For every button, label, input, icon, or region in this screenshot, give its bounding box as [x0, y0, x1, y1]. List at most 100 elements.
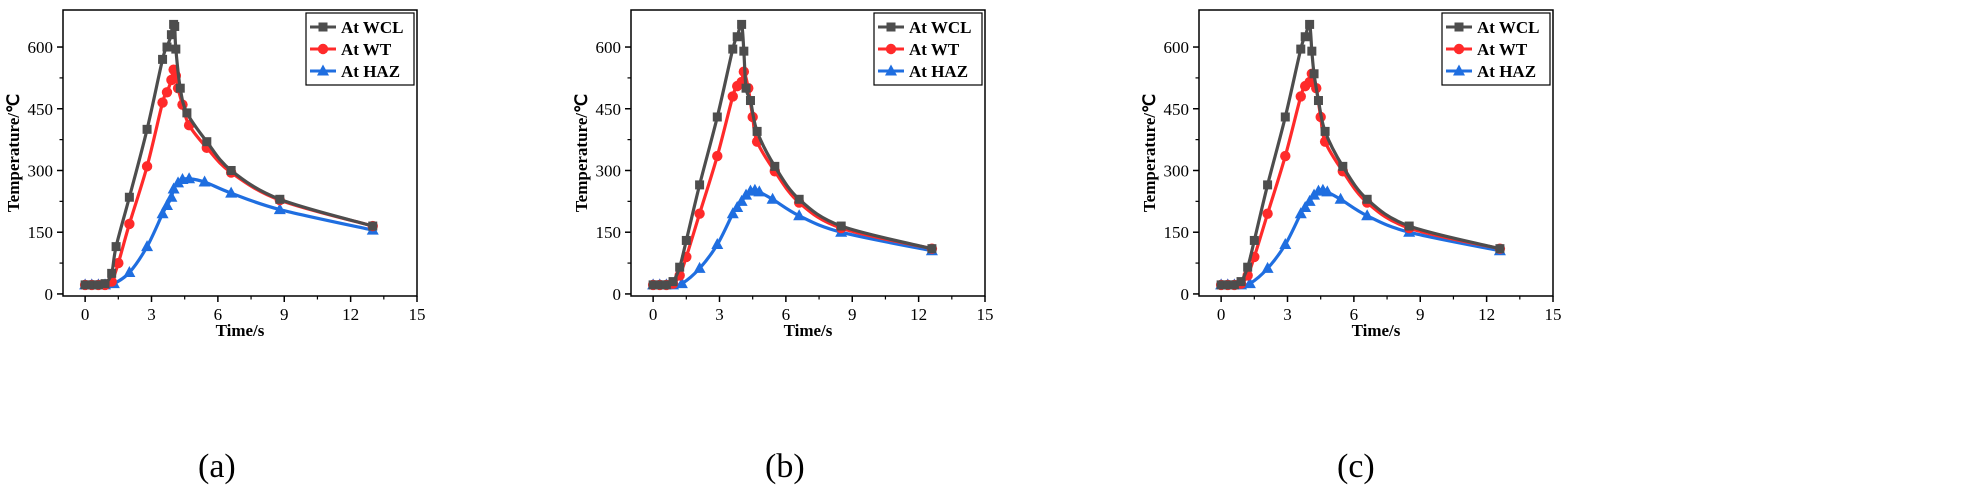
data-point-at-wcl	[1223, 280, 1233, 290]
data-point-at-wt	[1262, 208, 1273, 219]
x-tick-label: 6	[782, 305, 791, 324]
panel-caption-b: (b)	[765, 448, 805, 485]
data-point-at-wt	[712, 150, 723, 162]
data-point-at-wt	[124, 218, 135, 230]
chart-panel-c: 0 3 6 9 12 15 0 150 300 450 600 Time/s Temperature/℃…	[1136, 0, 1696, 501]
panel-caption-c: (c)	[1337, 448, 1375, 485]
data-point-at-wcl	[741, 83, 751, 93]
data-point-at-haz	[1334, 192, 1347, 204]
data-point-at-wcl	[739, 46, 749, 56]
legend-swatch-marker-at-wcl	[1454, 22, 1464, 32]
legend-label-at-haz: At HAZ	[909, 62, 968, 81]
data-point-at-wcl	[1263, 180, 1273, 190]
data-point-at-wt	[727, 91, 738, 102]
data-point-at-wcl	[745, 96, 755, 106]
data-point-at-wcl	[158, 54, 168, 64]
data-point-at-wcl	[175, 83, 185, 93]
data-point-at-wcl	[111, 242, 121, 252]
series-at-wt	[79, 64, 378, 291]
legend-swatch-marker-at-haz	[317, 64, 329, 76]
data-point-at-wcl	[202, 137, 212, 147]
data-point-at-wcl	[1280, 112, 1290, 122]
y-tick-label: 300	[596, 161, 622, 180]
plot-frame	[1198, 9, 1554, 297]
data-point-at-wcl	[836, 221, 846, 231]
x-tick-label: 12	[1478, 305, 1495, 324]
y-tick-label: 600	[596, 38, 622, 57]
x-tick-label: 9	[1416, 305, 1425, 324]
data-point-at-haz	[735, 194, 748, 206]
data-point-at-wt	[157, 97, 168, 108]
data-point-at-wcl	[275, 194, 285, 204]
data-point-at-haz	[273, 203, 286, 215]
x-tick-label: 6	[214, 305, 223, 324]
line-chart-c: 0 3 6 9 12 150150300450600Time/sTemperature/℃…	[1140, 9, 1562, 340]
data-point-at-haz	[156, 207, 169, 219]
data-point-at-wcl	[1249, 235, 1259, 245]
x-tick-label: 12	[910, 305, 927, 324]
series-at-wcl	[648, 19, 937, 290]
y-tick-label: 600	[1164, 38, 1190, 57]
x-tick-label: 15	[977, 305, 994, 324]
legend-label-at-wcl: At WCL	[1477, 18, 1540, 37]
x-tick-label: 0	[649, 305, 658, 324]
data-point-at-haz	[198, 175, 211, 187]
y-tick-label: 150	[28, 223, 54, 242]
legend-swatch-marker-at-haz	[885, 64, 897, 76]
series-at-wt	[647, 66, 938, 291]
data-point-at-wcl	[124, 192, 134, 202]
data-point-at-haz	[1261, 261, 1274, 273]
series-at-wcl	[80, 19, 378, 290]
data-point-at-wcl	[770, 161, 780, 171]
legend-swatch-marker-at-wcl	[318, 22, 328, 32]
legend-label-at-haz: At HAZ	[1477, 62, 1536, 81]
data-point-at-wcl	[732, 32, 742, 42]
x-axis-title: Time/s	[216, 321, 265, 340]
series-at-haz	[79, 172, 379, 290]
x-tick-label: 9	[848, 305, 857, 324]
data-point-at-wcl	[1313, 96, 1323, 106]
data-point-at-wcl	[93, 280, 103, 290]
line-chart-a: 0 3 6 9 12 150150300450600Time/sTemperature/℃…	[4, 9, 426, 340]
data-point-at-wcl	[1236, 277, 1246, 287]
data-point-at-wcl	[927, 244, 937, 254]
data-point-at-wcl	[752, 126, 762, 136]
x-tick-label: 15	[409, 305, 426, 324]
data-point-at-wcl	[166, 30, 176, 40]
data-point-at-wt	[141, 161, 153, 172]
data-point-at-wcl	[1243, 262, 1253, 272]
data-point-at-wcl	[675, 262, 685, 272]
x-axis-title: Time/s	[1352, 321, 1401, 340]
x-tick-label: 15	[1545, 305, 1562, 324]
data-point-at-haz	[141, 240, 154, 252]
panel-caption-a: (a)	[198, 448, 236, 485]
legend-label-at-wt: At WT	[1477, 40, 1528, 59]
data-point-at-wcl	[1296, 44, 1306, 54]
data-point-at-wt	[1280, 150, 1291, 162]
data-point-at-wcl	[655, 280, 665, 290]
data-point-at-haz	[123, 266, 136, 278]
data-point-at-haz	[1294, 207, 1307, 219]
x-tick-label: 3	[147, 305, 156, 324]
plot-frame	[630, 9, 986, 297]
data-point-at-haz	[693, 261, 706, 273]
series-at-wcl	[1216, 19, 1505, 290]
data-point-at-haz	[793, 209, 806, 221]
series-line-at-wt	[653, 70, 933, 287]
data-point-at-wcl	[87, 280, 97, 290]
data-point-at-haz	[160, 198, 173, 210]
data-point-at-haz	[766, 192, 779, 204]
y-axis-title: Temperature/℃	[4, 94, 23, 212]
data-point-at-wcl	[100, 279, 110, 289]
data-point-at-haz	[711, 238, 724, 250]
data-point-at-wcl	[1404, 221, 1414, 231]
legend-label-at-haz: At HAZ	[341, 62, 400, 81]
y-tick-label: 150	[596, 223, 622, 242]
legend-swatch-marker-at-haz	[1453, 64, 1465, 76]
data-point-at-haz	[1243, 277, 1256, 289]
y-tick-label: 300	[1164, 161, 1190, 180]
data-point-at-haz	[1303, 194, 1316, 206]
data-point-at-wcl	[794, 194, 804, 204]
legend: At WCL At WT At HAZ	[1441, 12, 1551, 86]
data-point-at-wcl	[661, 280, 671, 290]
